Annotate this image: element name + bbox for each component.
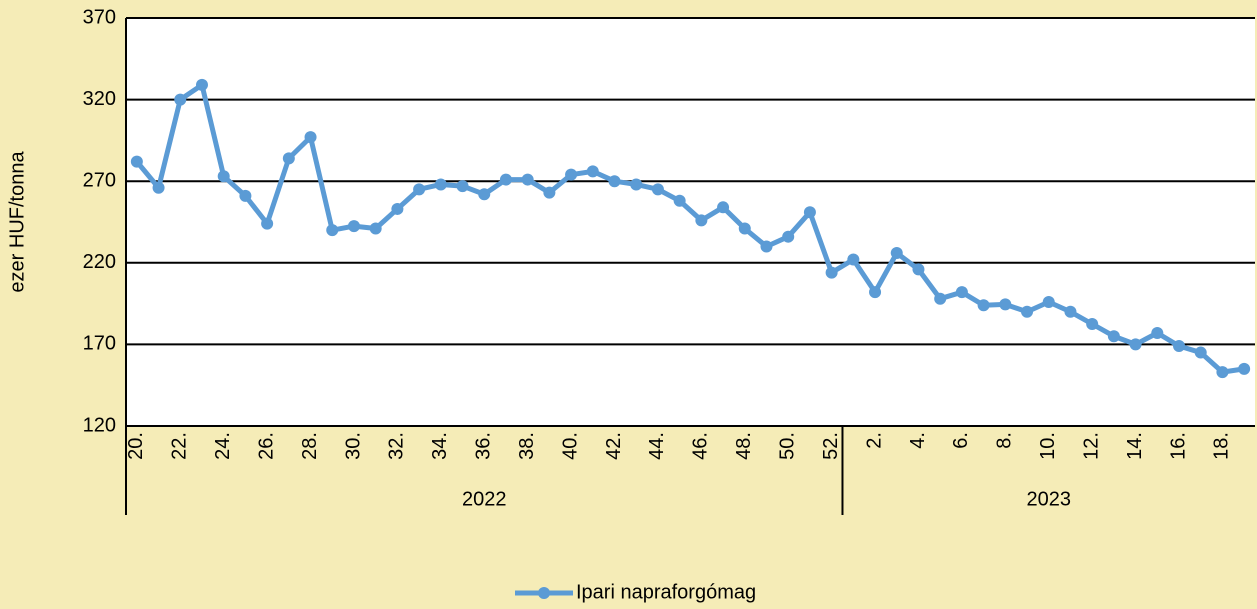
- x-tick-label: 26.: [255, 432, 277, 460]
- point: [651, 183, 664, 196]
- x-tick-label: 30.: [342, 432, 364, 460]
- y-tick-label: 270: [83, 169, 116, 191]
- point: [630, 178, 643, 191]
- x-tick-label: 10.: [1037, 432, 1059, 460]
- point: [130, 155, 143, 168]
- point: [608, 175, 621, 188]
- legend-marker: [538, 587, 550, 599]
- point: [825, 266, 838, 279]
- point: [1238, 362, 1251, 375]
- x-tick-label: 16.: [1167, 432, 1189, 460]
- point: [934, 292, 947, 305]
- x-tick-label: 6.: [950, 432, 972, 449]
- point: [1107, 330, 1120, 343]
- point: [977, 299, 990, 312]
- point: [1129, 338, 1142, 351]
- point: [174, 93, 187, 106]
- point: [673, 194, 686, 207]
- x-tick-label: 14.: [1124, 432, 1146, 460]
- point: [543, 186, 556, 199]
- point: [1173, 340, 1186, 353]
- point: [152, 181, 165, 194]
- point: [890, 247, 903, 260]
- x-tick-label: 28.: [299, 432, 321, 460]
- point: [999, 298, 1012, 311]
- point: [521, 173, 534, 186]
- x-tick-label: 8.: [994, 432, 1016, 449]
- group-label: 2022: [462, 488, 507, 510]
- point: [1042, 295, 1055, 308]
- x-tick-label: 50.: [776, 432, 798, 460]
- point: [717, 201, 730, 214]
- x-tick-label: 2.: [863, 432, 885, 449]
- plot-area: [126, 18, 1255, 426]
- x-tick-label: 52.: [820, 432, 842, 460]
- point: [239, 189, 252, 202]
- y-tick-label: 170: [83, 333, 116, 355]
- point: [760, 240, 773, 253]
- point: [586, 165, 599, 178]
- point: [803, 206, 816, 219]
- point: [1086, 318, 1099, 330]
- y-tick-label: 220: [83, 251, 116, 273]
- point: [955, 286, 968, 299]
- x-tick-label: 24.: [212, 432, 234, 460]
- x-tick-label: 36.: [473, 432, 495, 460]
- x-tick-label: 38.: [516, 432, 538, 460]
- x-tick-label: 34.: [429, 432, 451, 460]
- point: [869, 286, 882, 299]
- point: [434, 178, 447, 191]
- point: [261, 217, 274, 230]
- group-label: 2023: [1026, 488, 1071, 510]
- point: [1216, 366, 1229, 379]
- point: [369, 222, 382, 235]
- x-tick-label: 22.: [169, 432, 191, 460]
- series-line: [134, 82, 1245, 375]
- point: [912, 263, 925, 276]
- y-tick-label: 120: [83, 414, 116, 436]
- point: [413, 183, 426, 196]
- point: [195, 78, 208, 91]
- point: [738, 222, 751, 235]
- x-tick-label: 44.: [646, 432, 668, 460]
- point: [1151, 326, 1164, 339]
- x-tick-label: 18.: [1211, 432, 1233, 460]
- y-tick-label: 320: [83, 88, 116, 110]
- point: [565, 168, 578, 181]
- legend-label: Ipari napraforgómag: [576, 581, 756, 603]
- point: [1194, 346, 1207, 359]
- x-tick-label: 46.: [690, 432, 712, 460]
- point: [456, 180, 469, 193]
- point: [391, 202, 404, 215]
- x-tick-label: 48.: [733, 432, 755, 460]
- point: [326, 224, 339, 237]
- point: [217, 170, 230, 183]
- y-tick-label: 370: [83, 6, 116, 28]
- x-tick-label: 32.: [386, 432, 408, 460]
- point: [1064, 305, 1077, 318]
- point: [782, 230, 795, 243]
- point: [478, 188, 491, 201]
- point: [695, 214, 708, 227]
- x-tick-label: 42.: [603, 432, 625, 460]
- x-tick-label: 40.: [559, 432, 581, 460]
- x-tick-label: 4.: [907, 432, 929, 449]
- point: [304, 131, 317, 144]
- point: [1021, 305, 1034, 318]
- y-axis-label: ezer HUF/tonna: [6, 151, 28, 293]
- x-tick-label: 20.: [125, 432, 147, 460]
- point: [282, 152, 295, 165]
- x-tick-label: 12.: [1080, 432, 1102, 460]
- point: [847, 253, 860, 266]
- point: [499, 173, 512, 186]
- point: [347, 220, 360, 233]
